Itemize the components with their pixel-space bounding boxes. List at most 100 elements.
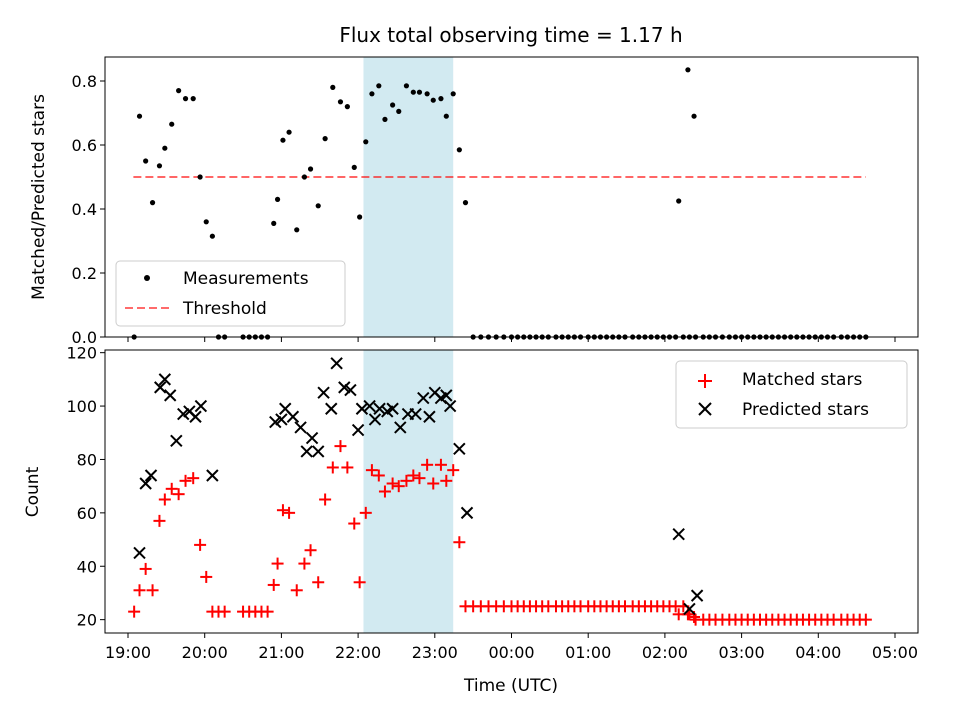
predicted-star-point [312, 445, 325, 458]
measurement-point [344, 104, 350, 110]
measurement-point [396, 108, 402, 114]
predicted-star-point [170, 434, 183, 447]
top-legend-box [115, 260, 346, 327]
predicted-star-point [355, 402, 369, 415]
legend-label-measurements: Measurements [183, 269, 309, 289]
predicted-star-point [194, 399, 208, 413]
predicted-star-point [417, 391, 430, 405]
predicted-star-point [394, 421, 407, 434]
x-tick-label: 22:00 [335, 643, 381, 662]
measurement-point [162, 145, 168, 151]
measurement-point [169, 121, 175, 127]
measurement-point [143, 158, 149, 164]
bottom-y-axis-label: Count [23, 466, 43, 517]
measurement-point [156, 163, 163, 169]
matched-star-point [378, 485, 391, 498]
y-tick-label: 0.8 [72, 72, 97, 91]
predicted-star-point [386, 402, 399, 415]
predicted-star-point [344, 383, 357, 397]
matched-star-point [194, 538, 207, 551]
predicted-star-point [269, 415, 282, 429]
x-tick-label: 23:00 [412, 643, 458, 662]
y-tick-label: 0.2 [72, 264, 97, 283]
measurement-point [685, 67, 691, 73]
predicted-star-point [338, 381, 351, 394]
matched-star-point [859, 613, 872, 626]
matched-star-point [158, 493, 171, 506]
bottom-legend: Matched stars Predicted stars [675, 360, 908, 429]
matched-star-point [290, 584, 303, 597]
predicted-star-point [443, 399, 457, 413]
measurement-point [424, 91, 430, 97]
measurement-point [197, 174, 203, 180]
top-legend: Measurements Threshold [115, 260, 346, 327]
matched-star-point [298, 557, 311, 570]
matched-star-point [421, 458, 434, 471]
chart-title: Flux total observing time = 1.17 h [339, 23, 682, 47]
bottom-panel: 20 40 60 80 100 120 19:00 20:00 21:00 22:00 23:00… [23, 344, 919, 696]
observing-window-shade [363, 350, 454, 633]
matched-star-point [386, 477, 399, 490]
predicted-star-point [275, 413, 288, 426]
predicted-star-point [409, 407, 422, 421]
measurement-point [450, 91, 456, 97]
predicted-star-point [373, 402, 386, 415]
predicted-star-point [158, 373, 172, 386]
measurement-point [456, 147, 462, 153]
measurement-point [416, 89, 423, 95]
matched-star-point [413, 472, 426, 485]
matched-star-point [440, 474, 453, 487]
measurement-point [322, 136, 328, 142]
x-tick-label: 20:00 [182, 643, 228, 662]
x-tick-label: 04:00 [795, 643, 841, 662]
predicted-star-point [139, 477, 152, 490]
predicted-star-point [325, 402, 338, 415]
predicted-star-point [305, 431, 319, 445]
legend-label-predicted: Predicted stars [742, 400, 869, 420]
y-tick-label: 120 [66, 344, 97, 363]
measurement-point [176, 88, 182, 94]
predicted-star-point [300, 445, 313, 458]
measurement-point [209, 233, 215, 239]
measurement-point [149, 200, 156, 206]
predicted-star-point [363, 399, 376, 413]
measurement-point [462, 200, 469, 206]
matched-star-point [447, 464, 460, 477]
matched-star-point [271, 557, 284, 570]
predicted-star-point [133, 546, 146, 560]
predicted-star-point [453, 442, 466, 455]
x-tick-label: 02:00 [642, 643, 688, 662]
bottom-axes-frame [104, 349, 919, 634]
predicted-star-point [440, 389, 453, 402]
matched-star-point [319, 493, 332, 506]
predicted-star-point [690, 589, 704, 602]
legend-label-threshold: Threshold [182, 299, 267, 319]
y-tick-label: 100 [66, 397, 97, 416]
matched-star-point [427, 477, 440, 490]
predicted-star-point [351, 423, 365, 437]
measurement-point [294, 227, 300, 233]
x-tick-label: 19:00 [105, 643, 151, 662]
measurement-point [271, 220, 277, 226]
matched-star-point [179, 474, 192, 487]
predicted-star-point [144, 469, 158, 482]
predicted-star-point [206, 469, 219, 482]
predicted-star-point [286, 410, 300, 423]
predicted-star-point [672, 528, 685, 541]
matched-star-point [153, 514, 166, 527]
measurement-point [691, 113, 697, 119]
matched-star-point [407, 469, 420, 482]
matched-star-point [218, 605, 231, 618]
predicted-star-point [189, 410, 202, 423]
matched-star-point [392, 480, 405, 493]
predicted-star-point [330, 357, 343, 370]
x-tick-label: 00:00 [488, 643, 534, 662]
measurement-point [330, 84, 336, 90]
matched-star-point [453, 536, 466, 549]
y-tick-label: 80 [77, 450, 97, 469]
predicted-star-point [460, 506, 474, 520]
matched-star-point [365, 464, 378, 477]
measurement-point [337, 99, 344, 105]
y-tick-label: 60 [77, 504, 97, 523]
